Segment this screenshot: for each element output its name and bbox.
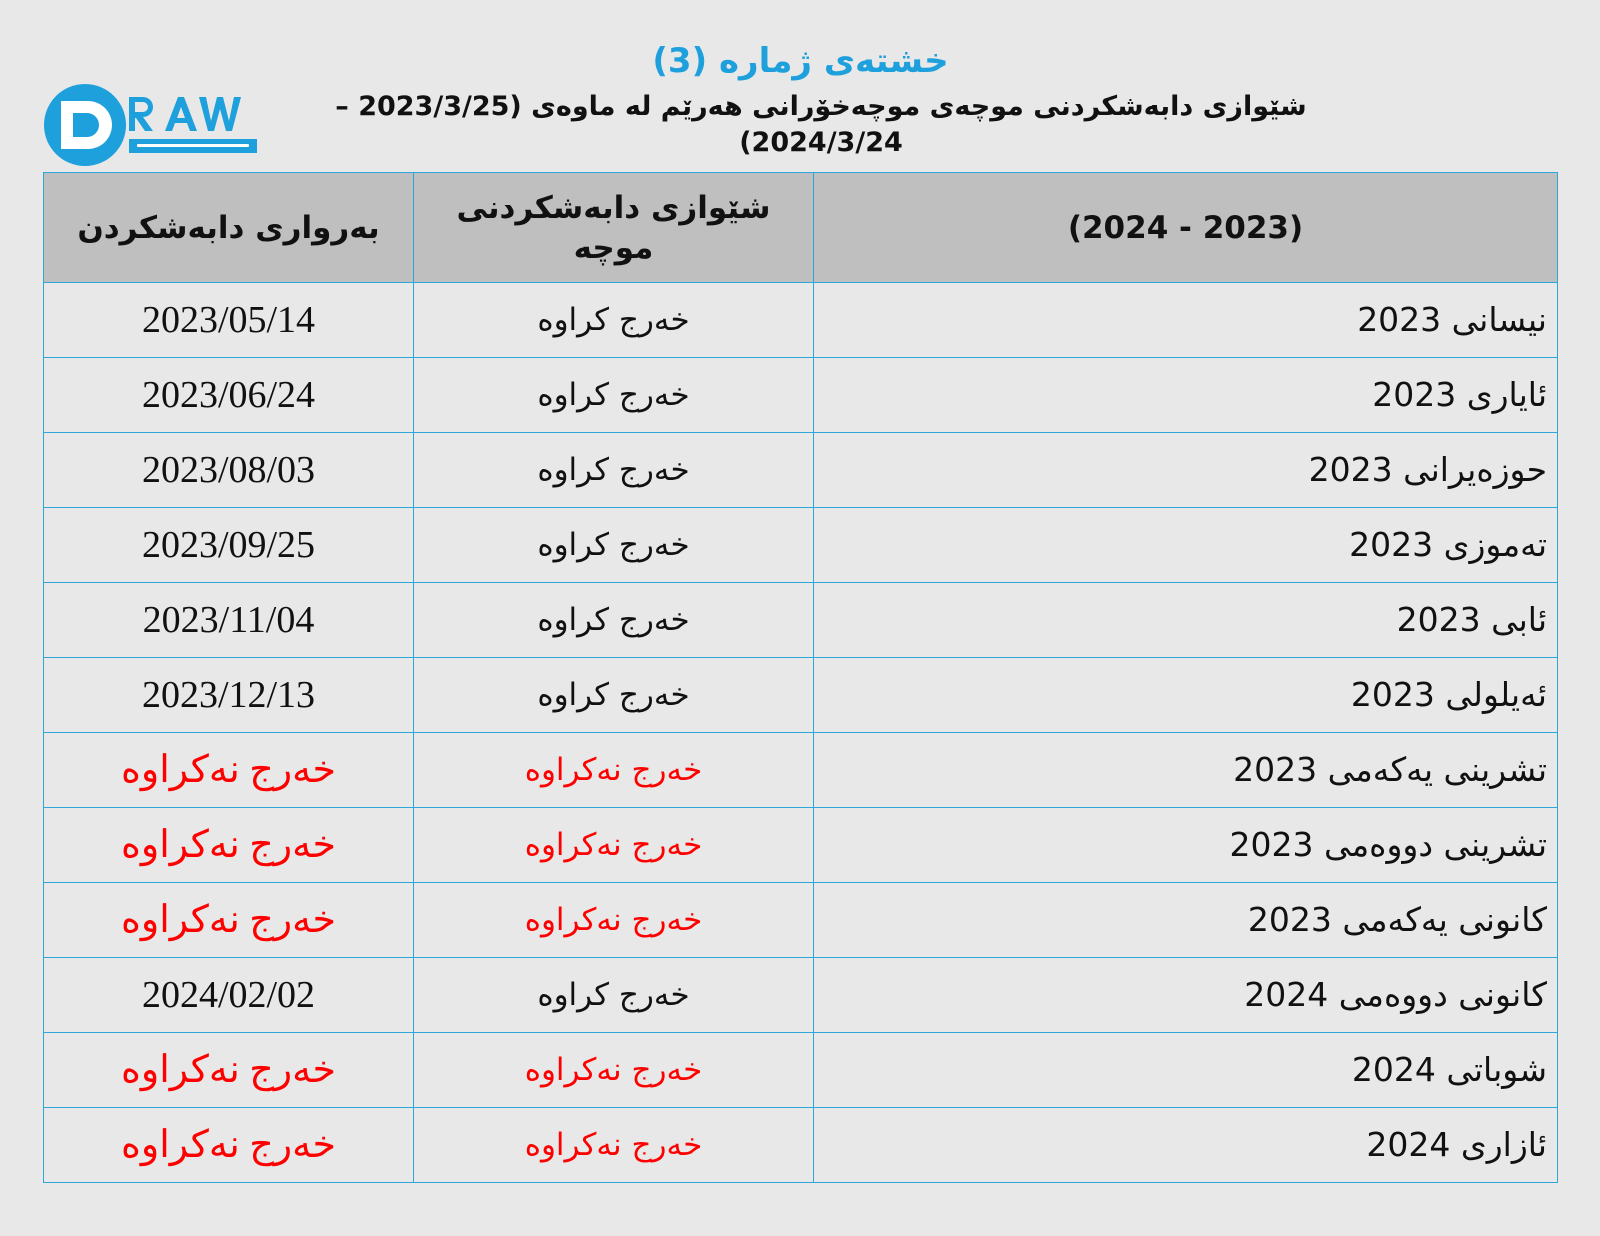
month-cell: کانونی دووەمی 2024 [813, 957, 1558, 1033]
table-row: 2023/05/14 خەرج کراوە نیسانی 2023 [43, 282, 1558, 358]
status-cell: خەرج نەکراوە [413, 882, 814, 958]
status-cell: خەرج نەکراوە [413, 732, 814, 808]
header-method: شێوازی دابەشکردنی موچە [413, 172, 814, 283]
date-cell: 2023/08/03 [43, 432, 414, 508]
table-row: 2023/11/04 خەرج کراوە ئابی 2023 [43, 582, 1558, 658]
table-row: خەرج نەکراوە خەرج نەکراوە تشرینی یەکەمی 20… [43, 732, 1558, 808]
month-cell: ئایاری 2023 [813, 357, 1558, 433]
date-cell: 2023/06/24 [43, 357, 414, 433]
table-row: 2024/02/02 خەرج کراوە کانونی دووەمی 2024 [43, 957, 1558, 1033]
table-row: خەرج نەکراوە خەرج نەکراوە شوباتی 2024 [43, 1032, 1558, 1108]
date-cell: خەرج نەکراوە [43, 882, 414, 958]
month-cell: حوزەیرانی 2023 [813, 432, 1558, 508]
date-cell: 2023/09/25 [43, 507, 414, 583]
date-cell: 2024/02/02 [43, 957, 414, 1033]
status-cell: خەرج نەکراوە [413, 807, 814, 883]
salary-distribution-table: بەرواری دابەشکردن شێوازی دابەشکردنی موچە… [43, 172, 1558, 1183]
header-row: بەرواری دابەشکردن شێوازی دابەشکردنی موچە… [43, 172, 1558, 283]
table-row: خەرج نەکراوە خەرج نەکراوە ئازاری 2024 [43, 1107, 1558, 1183]
table-row: خەرج نەکراوە خەرج نەکراوە کانونی یەکەمی 20… [43, 882, 1558, 958]
status-cell: خەرج کراوە [413, 282, 814, 358]
month-cell: نیسانی 2023 [813, 282, 1558, 358]
table-subtitle: شێوازی دابەشکردنی موچەی موچەخۆرانی هەرێم… [335, 91, 1307, 158]
month-cell: شوباتی 2024 [813, 1032, 1558, 1108]
month-cell: تشرینی یەکەمی 2023 [813, 732, 1558, 808]
status-cell: خەرج نەکراوە [413, 1107, 814, 1183]
date-cell: خەرج نەکراوە [43, 732, 414, 808]
date-cell: 2023/12/13 [43, 657, 414, 733]
header-row-area: شێوازی دابەشکردنی موچەی موچەخۆرانی هەرێم… [43, 82, 1558, 168]
status-cell: خەرج کراوە [413, 957, 814, 1033]
date-cell: 2023/11/04 [43, 582, 414, 658]
status-cell: خەرج کراوە [413, 357, 814, 433]
month-cell: ئەیلولی 2023 [813, 657, 1558, 733]
status-cell: خەرج کراوە [413, 582, 814, 658]
table-row: 2023/12/13 خەرج کراوە ئەیلولی 2023 [43, 657, 1558, 733]
month-cell: کانونی یەکەمی 2023 [813, 882, 1558, 958]
month-cell: تەموزی 2023 [813, 507, 1558, 583]
month-cell: ئازاری 2024 [813, 1107, 1558, 1183]
date-cell: 2023/05/14 [43, 282, 414, 358]
table-row: 2023/06/24 خەرج کراوە ئایاری 2023 [43, 357, 1558, 433]
month-cell: ئابی 2023 [813, 582, 1558, 658]
draw-logo [43, 83, 268, 167]
date-cell: خەرج نەکراوە [43, 807, 414, 883]
table-row: خەرج نەکراوە خەرج نەکراوە تشرینی دووەمی 20… [43, 807, 1558, 883]
table-row: 2023/09/25 خەرج کراوە تەموزی 2023 [43, 507, 1558, 583]
status-cell: خەرج کراوە [413, 507, 814, 583]
month-cell: تشرینی دووەمی 2023 [813, 807, 1558, 883]
header-period: (2023 - 2024) [813, 172, 1558, 283]
table-row: 2023/08/03 خەرج کراوە حوزەیرانی 2023 [43, 432, 1558, 508]
date-cell: خەرج نەکراوە [43, 1032, 414, 1108]
header-date: بەرواری دابەشکردن [43, 172, 414, 283]
status-cell: خەرج کراوە [413, 657, 814, 733]
status-cell: خەرج کراوە [413, 432, 814, 508]
status-cell: خەرج نەکراوە [413, 1032, 814, 1108]
table-title: خشتەی ژمارە (3) [652, 41, 949, 81]
date-cell: خەرج نەکراوە [43, 1107, 414, 1183]
